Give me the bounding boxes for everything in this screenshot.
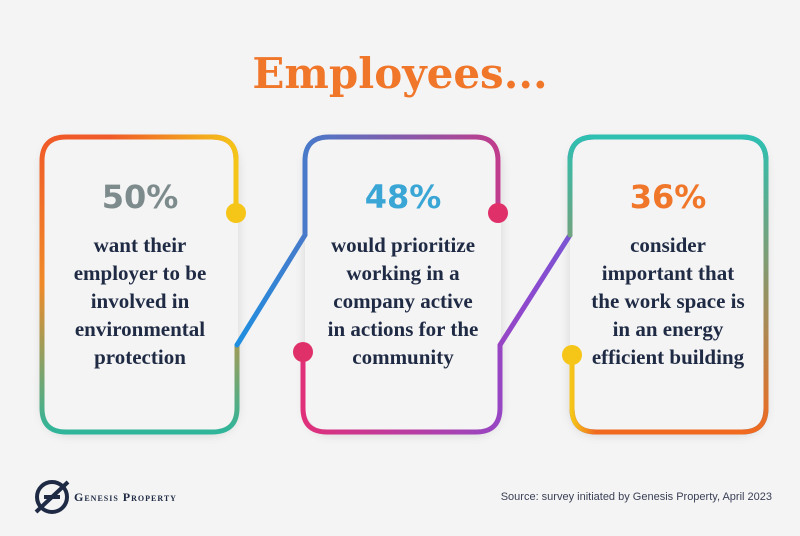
dot	[226, 203, 246, 223]
card-text: employer to be	[74, 261, 207, 285]
card-text: protection	[94, 345, 186, 369]
card-border	[567, 134, 769, 435]
dot	[293, 342, 313, 362]
card-border	[107, 134, 239, 216]
card-text: would prioritize	[331, 233, 475, 257]
logo-icon	[34, 480, 70, 514]
card-text: consider	[630, 233, 706, 257]
dot	[488, 203, 508, 223]
title: Employees...	[252, 49, 547, 98]
card-text: involved in	[91, 289, 190, 313]
card-text: company active	[333, 289, 472, 313]
source: Source: survey initiated by Genesis Prop…	[501, 491, 772, 503]
logo	[34, 480, 70, 514]
card-border	[569, 352, 599, 435]
card-text: working in a	[346, 261, 460, 285]
card-text: in an energy	[613, 317, 724, 341]
card-border	[234, 134, 501, 348]
connectors	[39, 134, 769, 435]
card-text: environmental	[75, 317, 205, 341]
stat: 50%	[102, 178, 179, 216]
card-text: in actions for the	[328, 317, 479, 341]
card-text: efficient building	[592, 345, 745, 369]
card-bg	[42, 137, 238, 432]
stat: 48%	[365, 178, 442, 216]
dot	[562, 345, 582, 365]
stat: 36%	[630, 178, 707, 216]
card-bg	[570, 137, 766, 432]
card-text: the work space is	[591, 289, 744, 313]
card-text: important that	[602, 261, 734, 285]
card-bg	[305, 137, 501, 432]
card-text: community	[352, 345, 454, 369]
brand: Genesis Property	[74, 490, 177, 504]
logo-icon	[35, 480, 69, 514]
card-text: want their	[94, 233, 187, 257]
